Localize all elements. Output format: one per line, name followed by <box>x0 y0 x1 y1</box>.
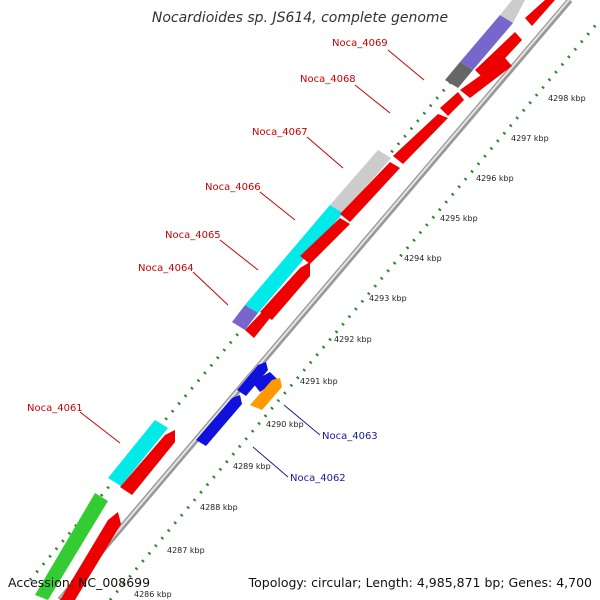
gene-red-10 <box>475 32 522 80</box>
genes-forward <box>60 0 555 600</box>
feature-purple-mid <box>232 305 258 330</box>
gene-orange-1 <box>250 378 282 410</box>
label-leaders <box>79 49 425 478</box>
gene-red-5 <box>300 218 350 264</box>
gene-blue-2 <box>237 362 268 396</box>
label-noca-4067: Noca_4067 <box>252 127 308 138</box>
label-noca-4066: Noca_4066 <box>205 182 261 193</box>
genome-summary-text: Topology: circular; Length: 4,985,871 bp… <box>248 575 592 590</box>
leader-4063 <box>283 404 321 436</box>
leader-4061 <box>79 411 121 444</box>
genes-reverse <box>196 362 282 446</box>
scale-label: 4286 kbp <box>134 590 172 599</box>
feature-grey-light <box>330 150 391 213</box>
scale-label: 4293 kbp <box>369 294 407 303</box>
leader-4067 <box>306 136 344 169</box>
gene-red-8 <box>440 92 464 116</box>
leader-4066 <box>259 191 296 221</box>
scale-label: 4290 kbp <box>266 420 304 429</box>
gene-red-7 <box>393 114 448 164</box>
leader-4069 <box>387 49 425 81</box>
gene-blue-3 <box>252 372 278 392</box>
feature-grey-dark <box>445 62 473 88</box>
feature-grey-top <box>500 0 525 23</box>
scale-label: 4294 kbp <box>404 254 442 263</box>
gene-red-4 <box>260 262 310 320</box>
feature-cyan-mid <box>245 205 343 313</box>
scale-label: 4291 kbp <box>300 377 338 386</box>
feature-green <box>35 493 108 600</box>
accession-text: Accession: NC_008699 <box>8 575 151 590</box>
gene-red-3 <box>245 312 270 338</box>
feature-cyan-left <box>108 420 168 486</box>
genome-backbone-highlight <box>60 0 570 599</box>
scale-label: 4295 kbp <box>440 214 478 223</box>
leader-4068 <box>354 84 391 114</box>
gene-blue-1 <box>196 395 242 446</box>
label-noca-4062: Noca_4062 <box>290 473 346 484</box>
inner-dotted-track <box>108 19 600 600</box>
scale-label: 4288 kbp <box>200 503 238 512</box>
label-noca-4061: Noca_4061 <box>27 403 83 414</box>
leader-4065 <box>219 239 259 271</box>
feature-band-top <box>35 0 525 600</box>
scale-label: 4296 kbp <box>476 174 514 183</box>
map-title: Nocardioides sp. JS614, complete genome <box>151 10 449 26</box>
scale-label: 4292 kbp <box>334 335 372 344</box>
scale-label: 4289 kbp <box>233 462 271 471</box>
scale-label: 4297 kbp <box>511 134 549 143</box>
scale-labels: 4298 kbp 4297 kbp 4296 kbp 4295 kbp 4294… <box>134 94 586 599</box>
gene-red-1 <box>60 512 121 600</box>
label-noca-4065: Noca_4065 <box>165 230 221 241</box>
label-noca-4063: Noca_4063 <box>322 431 378 442</box>
feature-purple-top <box>460 15 513 70</box>
leader-4064 <box>192 271 229 306</box>
label-noca-4064: Noca_4064 <box>138 263 194 274</box>
gene-red-11 <box>525 0 555 26</box>
scale-label: 4298 kbp <box>548 94 586 103</box>
leader-4062 <box>252 446 289 478</box>
scale-label: 4287 kbp <box>167 546 205 555</box>
label-noca-4068: Noca_4068 <box>300 74 356 85</box>
label-noca-4069: Noca_4069 <box>332 38 388 49</box>
gene-red-6 <box>340 162 400 222</box>
gene-labels-top: Noca_4069 Noca_4068 Noca_4067 Noca_4066 … <box>27 38 388 414</box>
gene-red-2 <box>120 430 175 495</box>
gene-labels-bottom: Noca_4063 Noca_4062 <box>290 431 378 484</box>
